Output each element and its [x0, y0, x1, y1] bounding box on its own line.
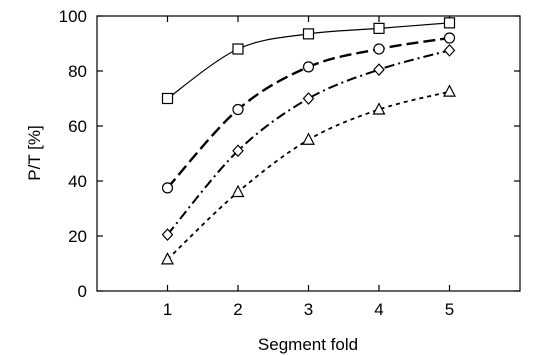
x-tick-label: 3 — [304, 300, 313, 319]
data-point-circle — [443, 32, 456, 44]
series-line-triangle — [166, 90, 450, 261]
x-tick-label: 4 — [374, 300, 383, 319]
data-point-triangle — [372, 102, 386, 115]
y-tick-label: 40 — [68, 172, 87, 191]
series-circle — [161, 32, 456, 194]
y-tick-label: 60 — [68, 117, 87, 136]
series-line-diamond — [166, 49, 450, 236]
data-point-diamond — [302, 92, 315, 105]
data-point-triangle — [161, 252, 174, 265]
y-tick-label: 100 — [59, 7, 87, 26]
series-triangle — [161, 84, 456, 265]
data-point-diamond — [373, 63, 385, 77]
y-tick-label: 20 — [68, 227, 87, 246]
series-diamond — [161, 43, 456, 242]
data-point-square — [232, 43, 244, 55]
series-line-circle — [166, 36, 450, 189]
data-point-diamond — [232, 144, 244, 158]
data-point-circle — [161, 182, 174, 194]
data-point-square — [373, 22, 385, 34]
y-tick-label: 0 — [78, 282, 87, 301]
data-point-triangle — [443, 84, 456, 97]
data-point-triangle — [302, 132, 315, 145]
y-axis-label: P/T [%] — [25, 125, 44, 180]
x-tick-label: 1 — [163, 300, 172, 319]
data-point-circle — [232, 103, 244, 116]
data-point-square — [443, 17, 456, 29]
series-square — [161, 17, 456, 105]
data-point-square — [302, 28, 315, 40]
data-point-diamond — [443, 43, 456, 57]
y-axis: 0 20 40 60 80 100 — [59, 7, 520, 301]
x-tick-label: 2 — [233, 300, 242, 319]
plot-frame — [96, 15, 521, 292]
data-point-circle — [302, 61, 315, 73]
data-point-circle — [373, 43, 385, 55]
data-point-diamond — [161, 228, 174, 242]
x-axis-label: Segment fold — [258, 335, 358, 354]
data-point-square — [161, 92, 174, 105]
y-tick-label: 80 — [68, 62, 87, 81]
data-point-triangle — [231, 184, 245, 198]
x-tick-label: 5 — [445, 300, 454, 319]
series-group — [161, 17, 456, 265]
